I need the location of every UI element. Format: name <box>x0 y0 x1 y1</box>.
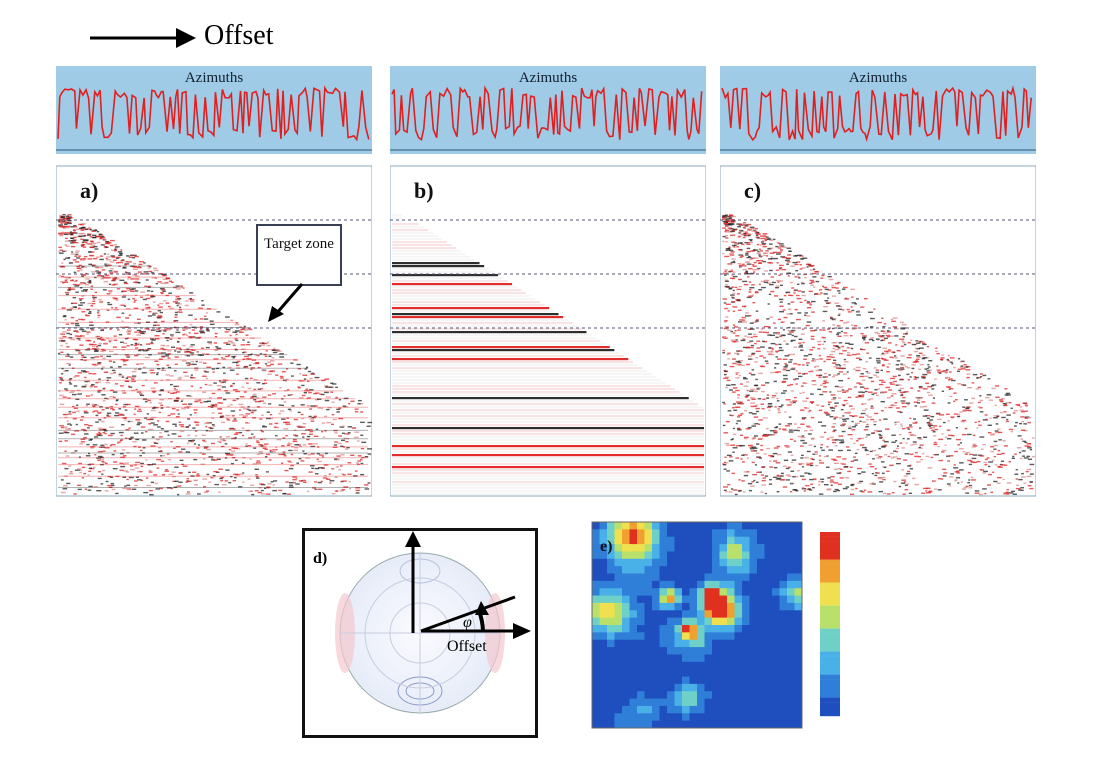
gather-panel-c: Azimuths c) <box>720 66 1036 498</box>
angle-symbol: φ <box>463 614 472 631</box>
polar-offset-label: Offset <box>447 638 487 655</box>
azimuth-trace <box>721 85 1033 142</box>
gather-plot-a <box>56 66 372 497</box>
gather-plot-c <box>720 66 1036 497</box>
heatmap-plot <box>591 521 840 729</box>
target-zone-callout: Target zone <box>256 224 342 286</box>
seismic-traces <box>58 214 372 496</box>
offset-title: Offset <box>204 20 274 51</box>
offset-arrow-icon <box>90 28 196 48</box>
seismic-traces <box>722 214 1035 496</box>
panel-label-d: d) <box>313 550 327 567</box>
panel-label-e: e) <box>600 538 613 555</box>
azimuth-strip <box>720 66 1036 154</box>
panel-label-b: b) <box>414 178 434 203</box>
azimuth-trace <box>391 85 703 141</box>
azimuths-title: Azimuths <box>848 70 908 86</box>
heatmap-cells <box>592 522 803 729</box>
gather-panel-a: Azimuths a) Target zone <box>56 66 372 498</box>
target-arrow-icon <box>268 283 304 322</box>
azimuths-title: Azimuths <box>518 70 578 86</box>
colorbar <box>820 532 840 717</box>
heatmap-e: e) <box>580 518 860 740</box>
seismic-traces <box>392 214 704 496</box>
polar-plot-d: φ Offset d) <box>302 528 538 738</box>
target-zone-label: Target zone <box>264 236 334 252</box>
panel-label-a: a) <box>80 178 99 203</box>
azimuths-title: Azimuths <box>184 70 244 86</box>
gather-plot-b <box>390 66 706 497</box>
panel-label-c: c) <box>744 178 762 203</box>
gather-panel-b: Azimuths b) <box>390 66 706 498</box>
polar-diagram: φ Offset d) <box>313 531 531 714</box>
azimuth-trace <box>57 85 370 142</box>
